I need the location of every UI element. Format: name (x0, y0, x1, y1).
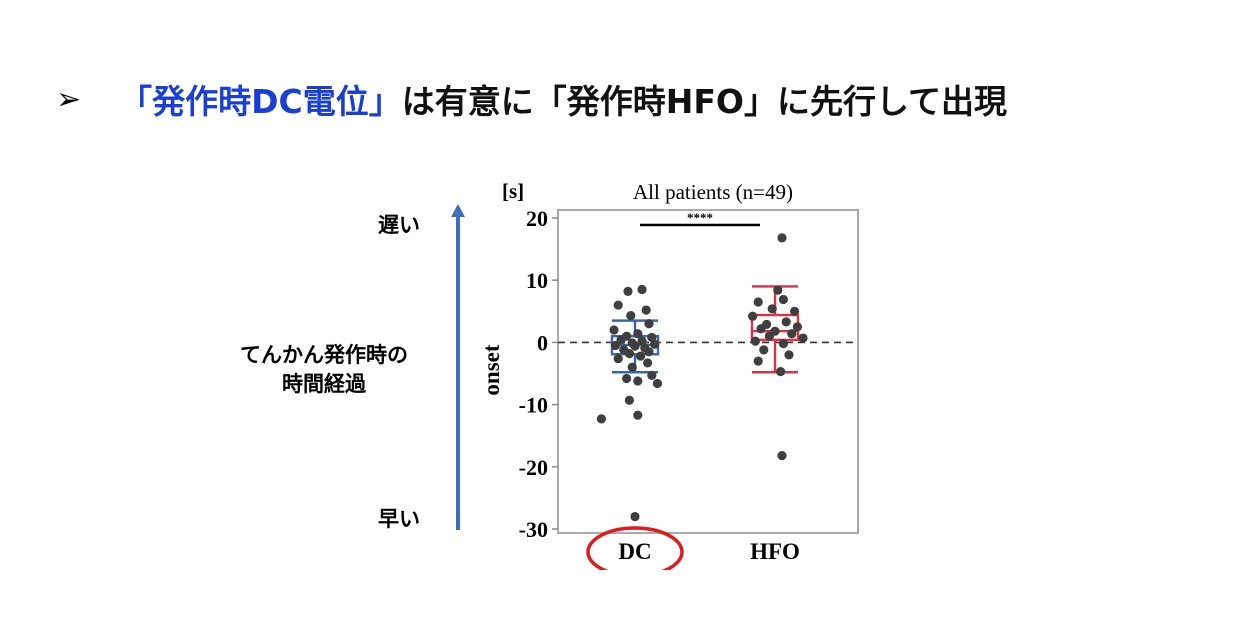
headline: ➢ 「発作時DC電位」 は有意に「発作時HFO」に先行して出現 (56, 72, 1007, 126)
data-point (609, 325, 619, 335)
y-tick-label: 10 (526, 268, 548, 293)
headline-highlight: 「発作時DC電位」 (119, 82, 402, 121)
data-point (787, 329, 797, 339)
data-point (643, 358, 653, 368)
x-tick-label-hfo: HFO (750, 539, 800, 564)
data-point (650, 339, 660, 349)
data-point (616, 335, 626, 345)
data-point (624, 348, 634, 359)
y-tick-label: -30 (519, 517, 548, 542)
plot-frame (557, 209, 859, 534)
data-point (792, 322, 802, 332)
side-label-fast: 早い (378, 507, 420, 531)
chart-title: All patients (n=49) (633, 180, 793, 204)
x-tick-label-dc: DC (618, 539, 651, 564)
boxplot-chart: [s] All patients (n=49) onset 20 10 0 -10 -2… (479, 179, 859, 570)
side-label-timeline-line1: てんかん発作時の (240, 343, 408, 367)
data-point (636, 351, 646, 361)
data-point (644, 347, 654, 357)
time-arrow (451, 204, 465, 530)
plot-layer: **** (558, 210, 858, 522)
y-tick-label: -10 (519, 393, 548, 418)
data-point (777, 451, 787, 461)
data-point (652, 378, 662, 389)
data-point (748, 311, 758, 321)
data-point (624, 395, 634, 405)
data-point (622, 373, 632, 384)
data-point (596, 414, 606, 424)
data-point (781, 317, 791, 327)
data-point (750, 336, 760, 346)
data-point (637, 284, 647, 295)
data-point (610, 340, 620, 351)
data-point (777, 233, 787, 243)
y-tick-label: 0 (537, 330, 548, 355)
data-point (641, 305, 651, 315)
highlight-circle (586, 526, 684, 570)
box-dc (596, 284, 662, 522)
data-point (776, 367, 786, 377)
headline-text: は有意に「発作時HFO」に先行して出現 (401, 82, 1007, 121)
data-point (778, 294, 788, 305)
data-point (753, 297, 763, 307)
data-point (633, 329, 643, 339)
data-point (613, 353, 623, 364)
data-point (753, 356, 763, 366)
data-point (613, 300, 623, 310)
data-point (647, 370, 657, 380)
significance-label: **** (687, 210, 713, 225)
data-point (784, 350, 794, 360)
unit-label: [s] (502, 179, 524, 203)
data-point (630, 341, 640, 351)
time-arrow-head (451, 204, 465, 217)
data-point (626, 311, 636, 321)
box-hfo (748, 233, 808, 461)
data-point (633, 410, 643, 420)
data-point (790, 306, 800, 316)
data-point (644, 319, 654, 329)
data-point (623, 286, 633, 296)
data-point (633, 376, 643, 386)
data-point (630, 511, 640, 522)
y-axis-label: onset (479, 344, 504, 395)
y-ticks: 20 10 0 -10 -20 -30 (519, 206, 558, 542)
data-point (767, 304, 777, 314)
bullet-arrow-icon: ➢ (56, 81, 82, 117)
data-point (798, 333, 808, 343)
data-point (759, 345, 769, 355)
data-point (778, 339, 788, 349)
data-point (756, 324, 766, 334)
side-label-timeline: てんかん発作時の 時間経過 (214, 341, 434, 399)
y-tick-label: -20 (519, 455, 548, 480)
y-tick-label: 20 (526, 206, 548, 231)
data-point (764, 331, 774, 341)
side-label-slow: 遅い (378, 213, 420, 237)
side-label-timeline-line2: 時間経過 (282, 372, 366, 396)
data-point (773, 285, 783, 295)
data-point (627, 362, 637, 372)
x-labels: DC HFO (586, 526, 800, 570)
